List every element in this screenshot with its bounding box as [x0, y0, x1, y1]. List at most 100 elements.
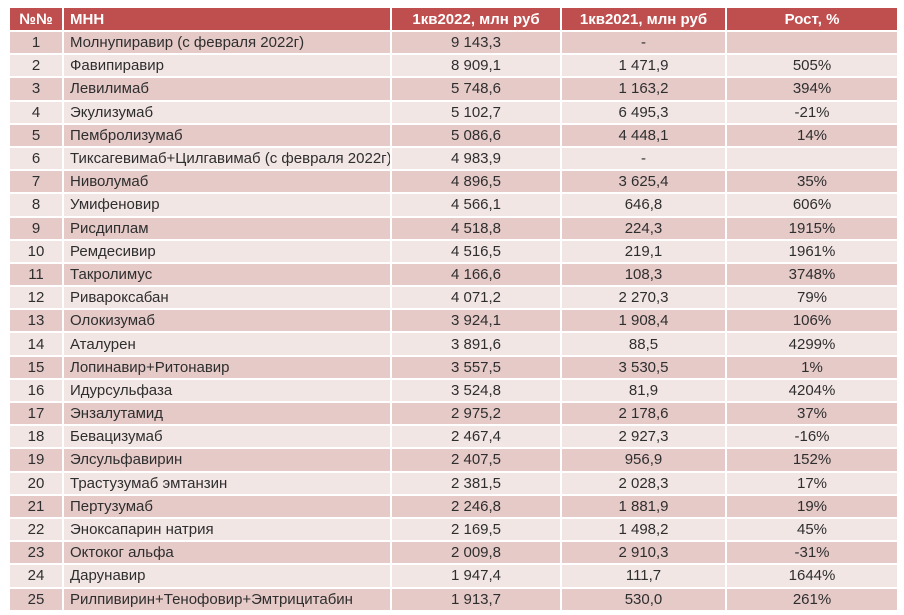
drug-name-cell: Трастузумаб эмтанзин — [62, 470, 392, 496]
q1-2022-value-cell: 2 009,8 — [390, 540, 562, 566]
table-row: 2 Фавипиравир 8 909,1 1 471,9 505% — [8, 53, 899, 79]
drug-name-cell: Рилпивирин+Тенофовир+Эмтрицитабин — [62, 586, 392, 612]
growth-value-cell: 17% — [725, 470, 899, 496]
growth-value-cell: 1915% — [725, 215, 899, 241]
table-row: 7 Ниволумаб 4 896,5 3 625,4 35% — [8, 169, 899, 195]
drug-name-cell: Тиксагевимаб+Цилгавимаб (с февраля 2022г… — [62, 145, 392, 172]
q1-2022-value-cell: 4 983,9 — [390, 145, 562, 172]
q1-2022-value-cell: 4 896,5 — [390, 169, 562, 195]
row-number-cell: 23 — [8, 540, 64, 566]
header-row: №№ МНН 1кв2022, млн руб 1кв2021, млн руб… — [8, 6, 899, 32]
table-row: 6 Тиксагевимаб+Цилгавимаб (с февраля 2022… — [8, 145, 899, 172]
growth-value-cell: 37% — [725, 400, 899, 427]
q1-2022-value-cell: 5 102,7 — [390, 99, 562, 125]
growth-value-cell: 394% — [725, 76, 899, 102]
table-row: 11 Такролимус 4 166,6 108,3 3748% — [8, 261, 899, 288]
q1-2021-value-cell: 3 625,4 — [560, 169, 727, 195]
drug-name-cell: Эноксапарин натрия — [62, 516, 392, 543]
row-number-cell: 14 — [8, 331, 64, 357]
table-row: 13 Олокизумаб 3 924,1 1 908,4 106% — [8, 308, 899, 334]
q1-2021-value-cell: - — [560, 29, 727, 56]
drug-name-cell: Умифеновир — [62, 192, 392, 218]
header-q1-2021: 1кв2021, млн руб — [560, 6, 727, 32]
q1-2021-value-cell: 3 530,5 — [560, 354, 727, 380]
q1-2021-value-cell: 646,8 — [560, 192, 727, 218]
table-row: 8 Умифеновир 4 566,1 646,8 606% — [8, 192, 899, 218]
q1-2022-value-cell: 4 166,6 — [390, 261, 562, 288]
q1-2021-value-cell: 224,3 — [560, 215, 727, 241]
growth-value-cell: 35% — [725, 169, 899, 195]
q1-2022-value-cell: 1 947,4 — [390, 563, 562, 589]
drug-name-cell: Ремдесивир — [62, 238, 392, 264]
growth-value-cell: 1961% — [725, 238, 899, 264]
table-row: 12 Ривароксабан 4 071,2 2 270,3 79% — [8, 285, 899, 311]
q1-2022-value-cell: 2 381,5 — [390, 470, 562, 496]
row-number-cell: 10 — [8, 238, 64, 264]
table-row: 3 Левилимаб 5 748,6 1 163,2 394% — [8, 76, 899, 102]
q1-2021-value-cell: 219,1 — [560, 238, 727, 264]
growth-value-cell: 4299% — [725, 331, 899, 357]
growth-value-cell — [725, 29, 899, 56]
growth-value-cell: 606% — [725, 192, 899, 218]
table-row: 4 Экулизумаб 5 102,7 6 495,3 -21% — [8, 99, 899, 125]
q1-2021-value-cell: 956,9 — [560, 447, 727, 473]
table-row: 1 Молнупиравир (с февраля 2022г) 9 143,3- — [8, 29, 899, 56]
table-row: 19 Элсульфавирин 2 407,5 956,9 152% — [8, 447, 899, 473]
table-row: 14 Аталурен 3 891,6 88,5 4299% — [8, 331, 899, 357]
growth-value-cell: 19% — [725, 493, 899, 519]
q1-2022-value-cell: 5 086,6 — [390, 122, 562, 148]
growth-value-cell: -21% — [725, 99, 899, 125]
q1-2022-value-cell: 3 891,6 — [390, 331, 562, 357]
q1-2022-value-cell: 2 975,2 — [390, 400, 562, 427]
q1-2022-value-cell: 4 566,1 — [390, 192, 562, 218]
drug-name-cell: Левилимаб — [62, 76, 392, 102]
q1-2021-value-cell: 1 908,4 — [560, 308, 727, 334]
q1-2021-value-cell: 2 910,3 — [560, 540, 727, 566]
drug-name-cell: Ниволумаб — [62, 169, 392, 195]
table-row: 24 Дарунавир 1 947,4 111,7 1644% — [8, 563, 899, 589]
row-number-cell: 17 — [8, 400, 64, 427]
header-q1-2022: 1кв2022, млн руб — [390, 6, 562, 32]
growth-value-cell: 106% — [725, 308, 899, 334]
growth-value-cell: 261% — [725, 586, 899, 612]
drug-name-cell: Ривароксабан — [62, 285, 392, 311]
row-number-cell: 20 — [8, 470, 64, 496]
table-body: 1 Молнупиравир (с февраля 2022г) 9 143,3-2… — [8, 29, 899, 612]
drug-name-cell: Рисдиплам — [62, 215, 392, 241]
drug-sales-table: №№ МНН 1кв2022, млн руб 1кв2021, млн руб… — [8, 6, 899, 612]
q1-2022-value-cell: 5 748,6 — [390, 76, 562, 102]
q1-2021-value-cell: 6 495,3 — [560, 99, 727, 125]
row-number-cell: 4 — [8, 99, 64, 125]
table-row: 17 Энзалутамид 2 975,2 2 178,6 37% — [8, 400, 899, 427]
q1-2021-value-cell: 1 498,2 — [560, 516, 727, 543]
growth-value-cell — [725, 145, 899, 172]
row-number-cell: 22 — [8, 516, 64, 543]
drug-name-cell: Олокизумаб — [62, 308, 392, 334]
row-number-cell: 16 — [8, 377, 64, 404]
table-row: 15 Лопинавир+Ритонавир 3 557,5 3 530,5 1% — [8, 354, 899, 380]
table-row: 21 Пертузумаб 2 246,8 1 881,9 19% — [8, 493, 899, 519]
q1-2021-value-cell: 2 270,3 — [560, 285, 727, 311]
row-number-cell: 6 — [8, 145, 64, 172]
q1-2022-value-cell: 2 169,5 — [390, 516, 562, 543]
growth-value-cell: 152% — [725, 447, 899, 473]
row-number-cell: 11 — [8, 261, 64, 288]
q1-2022-value-cell: 3 524,8 — [390, 377, 562, 404]
q1-2022-value-cell: 9 143,3 — [390, 29, 562, 56]
q1-2022-value-cell: 4 518,8 — [390, 215, 562, 241]
row-number-cell: 5 — [8, 122, 64, 148]
growth-value-cell: 4204% — [725, 377, 899, 404]
drug-name-cell: Аталурен — [62, 331, 392, 357]
row-number-cell: 3 — [8, 76, 64, 102]
q1-2022-value-cell: 4 071,2 — [390, 285, 562, 311]
growth-value-cell: 79% — [725, 285, 899, 311]
growth-value-cell: -16% — [725, 424, 899, 450]
drug-name-cell: Энзалутамид — [62, 400, 392, 427]
row-number-cell: 7 — [8, 169, 64, 195]
row-number-cell: 13 — [8, 308, 64, 334]
q1-2021-value-cell: 4 448,1 — [560, 122, 727, 148]
drug-name-cell: Пертузумаб — [62, 493, 392, 519]
row-number-cell: 15 — [8, 354, 64, 380]
drug-name-cell: Экулизумаб — [62, 99, 392, 125]
q1-2021-value-cell: 530,0 — [560, 586, 727, 612]
